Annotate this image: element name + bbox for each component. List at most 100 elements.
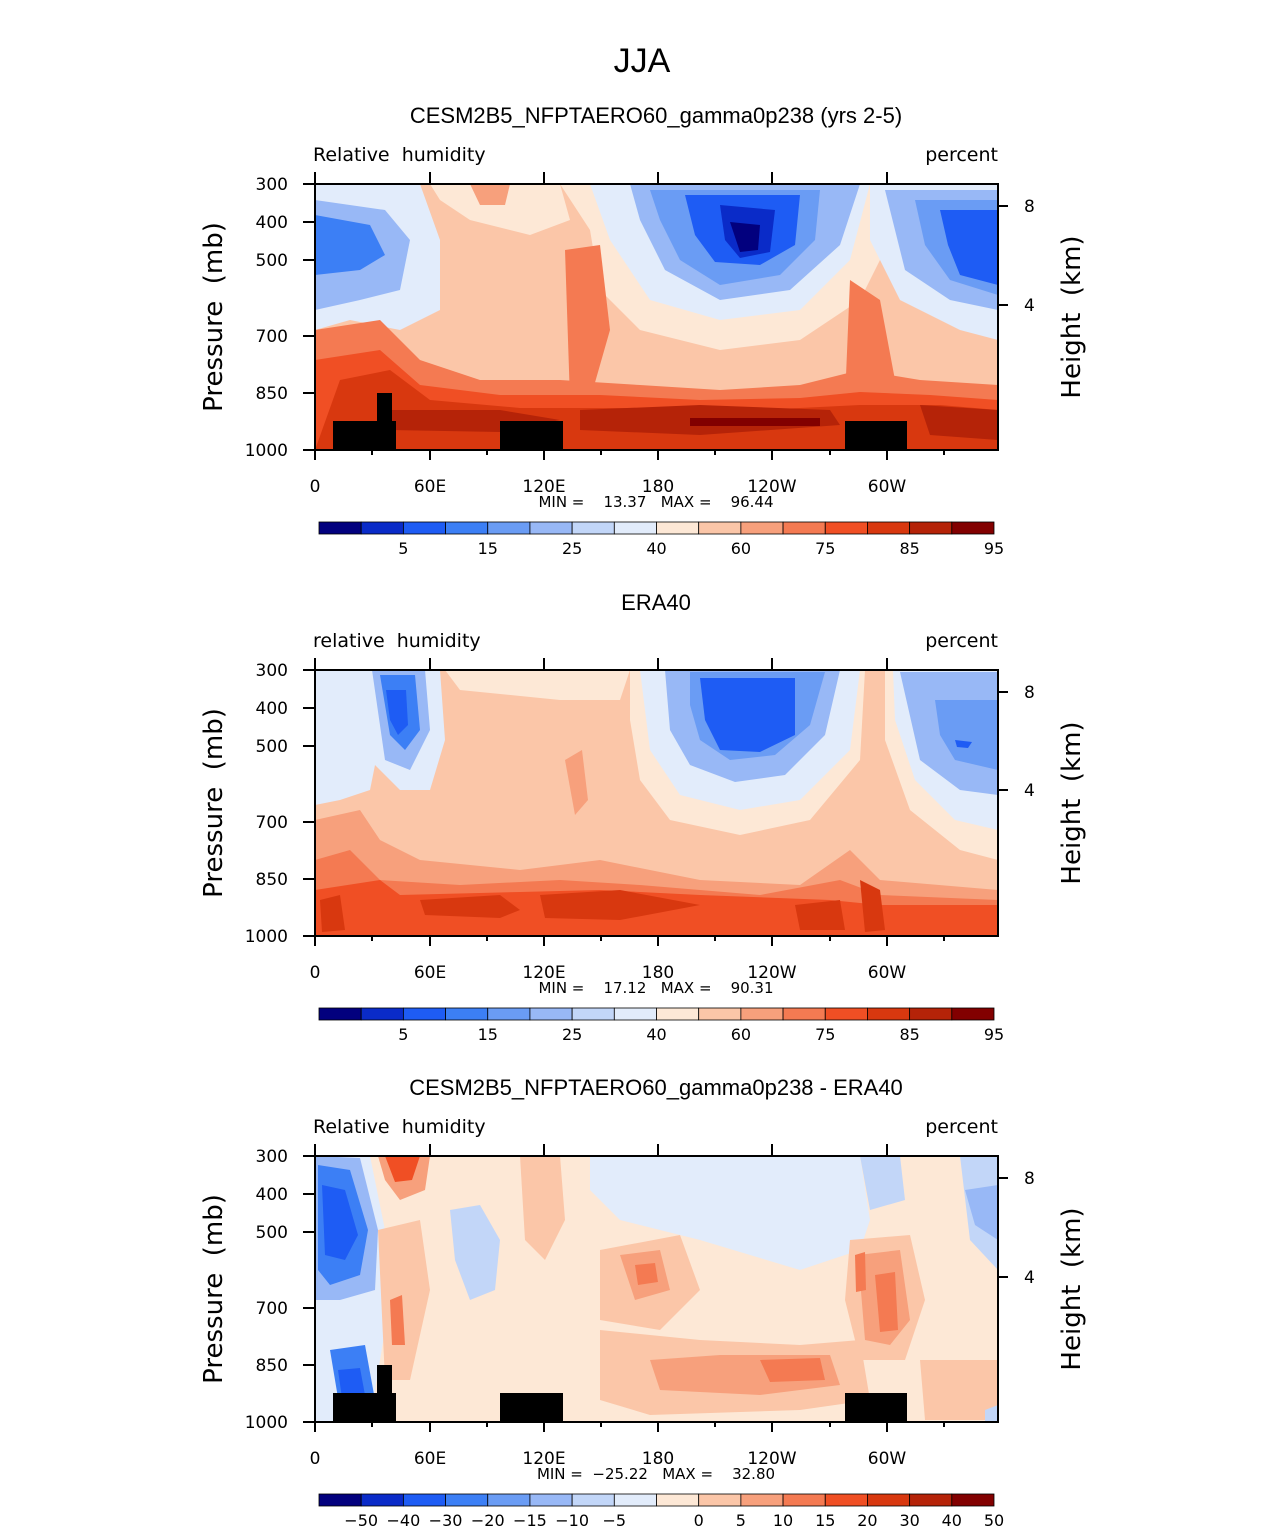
y2-tick-label: 4 — [1024, 296, 1035, 316]
plot-frame — [314, 1155, 999, 1423]
colorbar-swatch — [487, 1493, 531, 1507]
x-tick-label: 60W — [868, 477, 907, 497]
colorbar-tick-label: 15 — [478, 1025, 498, 1044]
colorbar-swatch — [571, 521, 615, 535]
colorbar-swatch — [571, 1007, 615, 1021]
panel-era40: ERA40 relative humidity percent — [199, 590, 1087, 1044]
colorbar-tick-label: 50 — [984, 1511, 1004, 1530]
y-tick-label: 500 — [256, 251, 288, 271]
plot-frame — [314, 183, 999, 451]
colorbar: 5 15 25 40 60 75 85 95 — [318, 521, 1004, 558]
colorbar-swatch — [529, 521, 573, 535]
topography-mask — [333, 393, 907, 450]
y2-tick-label: 8 — [1024, 683, 1035, 703]
y-tick-label: 850 — [256, 1356, 288, 1376]
colorbar-tick-label: 60 — [731, 1025, 751, 1044]
colorbar-swatch — [445, 521, 489, 535]
x-tick-label: 180 — [642, 1449, 674, 1469]
y2-axis-label: Height (km) — [1057, 1207, 1087, 1370]
colorbar-tick-label: 40 — [942, 1511, 962, 1530]
y-tick-label: 500 — [256, 737, 288, 757]
x-tick-label: 120W — [747, 477, 796, 497]
x-tick-label: 60W — [868, 963, 907, 983]
colorbar: −50 −40 −30 −20 −15 −10 −5 0 5 10 15 20 30 40 50 — [318, 1493, 1004, 1530]
colorbar-tick-label: 75 — [815, 539, 835, 558]
y-tick-label: 1000 — [245, 441, 288, 461]
colorbar-tick-label: 95 — [984, 539, 1004, 558]
y-tick-label: 400 — [256, 1185, 288, 1205]
y2-tick-label: 4 — [1024, 781, 1035, 801]
y2-tick-label: 8 — [1024, 1169, 1035, 1189]
colorbar-tick-label: 40 — [646, 1025, 666, 1044]
x-tick-label: 180 — [642, 477, 674, 497]
x-tick-label: 180 — [642, 963, 674, 983]
min-max-stats: MIN = −25.22 MAX = 32.80 — [537, 1465, 775, 1483]
colorbar-tick-label: 25 — [562, 539, 582, 558]
min-max-stats: MIN = 17.12 MAX = 90.31 — [538, 979, 773, 997]
panel-model: CESM2B5_NFPTAERO60_gamma0p238 (yrs 2-5) … — [199, 103, 1087, 558]
x-tick-label: 120E — [522, 477, 565, 497]
colorbar-tick-label: −50 — [344, 1511, 378, 1530]
colorbar-swatch — [951, 521, 995, 535]
units-label: percent — [925, 144, 998, 166]
x-tick-label: 120E — [522, 963, 565, 983]
colorbar-swatch — [487, 521, 531, 535]
y-tick-label: 400 — [256, 213, 288, 233]
colorbar-swatch — [824, 521, 868, 535]
colorbar-swatch — [656, 521, 700, 535]
colorbar-tick-label: 0 — [694, 1511, 704, 1530]
x-tick-label: 0 — [310, 477, 321, 497]
x-tick-label: 60W — [868, 1449, 907, 1469]
colorbar-swatch — [529, 1493, 573, 1507]
colorbar-tick-label: 60 — [731, 539, 751, 558]
colorbar-swatch — [909, 1007, 953, 1021]
contour-field — [315, 1156, 998, 1422]
colorbar-swatch — [318, 1007, 362, 1021]
colorbar-swatch — [360, 1493, 404, 1507]
colorbar-swatch — [656, 1493, 700, 1507]
x-tick-label: 60E — [414, 1449, 446, 1469]
colorbar-tick-label: 85 — [899, 539, 919, 558]
axis-ticks — [303, 658, 1008, 946]
y-tick-label: 500 — [256, 1223, 288, 1243]
colorbar-swatch — [402, 521, 446, 535]
colorbar-tick-label: 15 — [478, 539, 498, 558]
colorbar-swatch — [698, 1007, 742, 1021]
x-tick-label: 120E — [522, 1449, 565, 1469]
y-axis-label: Pressure (mb) — [199, 222, 229, 412]
y-tick-label: 1000 — [245, 1413, 288, 1433]
colorbar-tick-label: 30 — [899, 1511, 919, 1530]
contour-field — [315, 184, 998, 450]
colorbar-swatch — [824, 1493, 868, 1507]
colorbar-tick-label: 5 — [736, 1511, 746, 1530]
colorbar-swatch — [951, 1493, 995, 1507]
y2-tick-label: 4 — [1024, 1268, 1035, 1288]
y-tick-label: 300 — [256, 1147, 288, 1167]
x-tick-label: 0 — [310, 963, 321, 983]
colorbar-tick-label: −40 — [386, 1511, 420, 1530]
axis-ticks — [303, 1144, 1008, 1432]
variable-label: relative humidity — [313, 630, 481, 652]
colorbar-swatch — [318, 1493, 362, 1507]
colorbar-tick-label: 95 — [984, 1025, 1004, 1044]
colorbar-swatch — [360, 521, 404, 535]
colorbar-swatch — [867, 1493, 911, 1507]
plot-frame — [314, 669, 999, 937]
colorbar-swatch — [613, 521, 657, 535]
colorbar-swatch — [867, 521, 911, 535]
colorbar-swatch — [571, 1493, 615, 1507]
colorbar-swatch — [698, 521, 742, 535]
colorbar-tick-label: 20 — [857, 1511, 877, 1530]
y-tick-label: 700 — [256, 813, 288, 833]
panel-title: CESM2B5_NFPTAERO60_gamma0p238 - ERA40 — [409, 1075, 903, 1100]
units-label: percent — [925, 1116, 998, 1138]
colorbar-swatch — [740, 1493, 784, 1507]
x-tick-label: 0 — [310, 1449, 321, 1469]
colorbar-swatch — [487, 1007, 531, 1021]
colorbar-tick-label: 15 — [815, 1511, 835, 1530]
colorbar-swatch — [909, 1493, 953, 1507]
colorbar-tick-label: 75 — [815, 1025, 835, 1044]
colorbar-swatch — [613, 1493, 657, 1507]
panel-title: ERA40 — [621, 590, 691, 615]
